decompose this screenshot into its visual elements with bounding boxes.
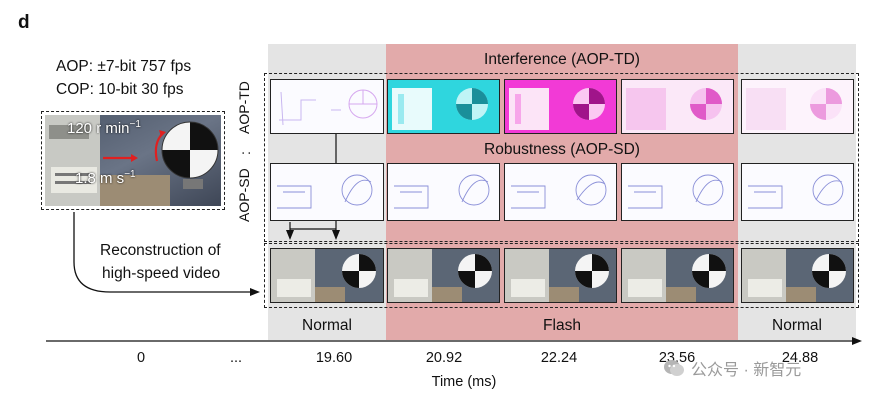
wechat-logo-icon: [663, 358, 685, 378]
video-frame-2: [387, 248, 500, 303]
video-row-frame: [264, 243, 859, 308]
axis-tick: 24.88: [781, 350, 819, 366]
interference-title: Interference (AOP-TD): [484, 51, 640, 68]
aop-sd-tile-3: [504, 163, 617, 221]
aop-td-tile-2: [387, 79, 500, 134]
aop-sd-tile-1: [270, 163, 384, 221]
axis-tick: ...: [229, 350, 243, 366]
segment-flash: Flash: [543, 317, 581, 334]
axis-tick: 19.60: [315, 350, 353, 366]
segment-normal-right: Normal: [772, 317, 822, 334]
aop-td-tile-1: [270, 79, 384, 134]
video-frame-3: [504, 248, 617, 303]
axis-title: Time (ms): [431, 374, 497, 390]
inset-rotation-speed: 120 r min−1: [67, 119, 141, 137]
aop-colon-label: :: [237, 151, 253, 155]
watermark-text: 公众号 · 新智元: [691, 362, 802, 379]
inset-linear-speed: 1.8 m s−1: [75, 169, 136, 187]
video-frame-4: [621, 248, 734, 303]
inset-photo-frame: [41, 111, 225, 210]
aop-sd-tile-2: [387, 163, 500, 221]
reconstruction-line2: high-speed video: [102, 265, 221, 282]
axis-tick: 0: [136, 350, 146, 366]
aop-sd-tile-5: [741, 163, 854, 221]
robustness-title: Robustness (AOP-SD): [484, 141, 640, 158]
aop-rows-frame: [264, 73, 859, 242]
aop-td-tile-3: [504, 79, 617, 134]
aop-td-label: AOP-TD: [236, 81, 252, 134]
aop-td-tile-5: [741, 79, 854, 134]
watermark: 公众号 · 新智元: [663, 356, 801, 380]
reconstruction-line1: Reconstruction of: [100, 242, 221, 259]
spec-aop: AOP: ±7-bit 757 fps: [56, 58, 192, 75]
aop-td-tile-4: [621, 79, 734, 134]
aop-sd-tile-4: [621, 163, 734, 221]
video-frame-5: [741, 248, 854, 303]
video-frame-1: [270, 248, 384, 303]
inset-photo: [45, 115, 221, 206]
panel-label: d: [18, 12, 30, 33]
segment-normal-left: Normal: [302, 317, 352, 334]
spec-cop: COP: 10-bit 30 fps: [56, 81, 184, 98]
axis-tick: 20.92: [425, 350, 463, 366]
aop-sd-label: AOP-SD: [236, 168, 252, 222]
axis-tick: 22.24: [540, 350, 578, 366]
